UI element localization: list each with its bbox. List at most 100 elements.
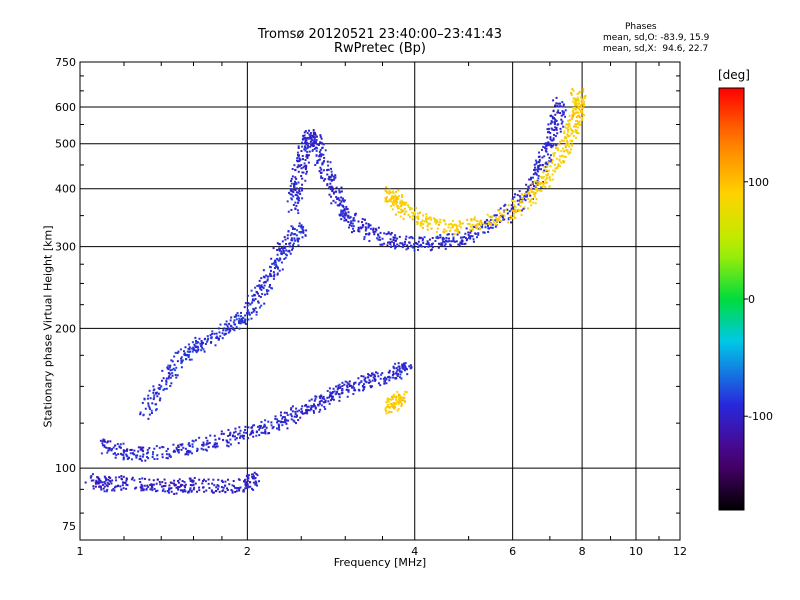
data-point [405,391,408,394]
data-point [420,245,423,248]
data-point [545,142,548,145]
data-point [568,151,571,154]
data-point [473,216,476,219]
data-point [177,444,180,447]
data-point [152,385,155,388]
data-point [157,392,160,395]
data-point [162,446,165,449]
data-point [158,388,161,391]
data-point [450,240,453,243]
data-point [120,475,123,478]
data-point [143,477,146,480]
data-point [309,131,312,134]
data-point [253,471,256,474]
data-point [392,236,395,239]
data-point [161,481,164,484]
data-point [260,431,263,434]
data-point [234,490,237,493]
data-point [546,131,549,134]
data-point [158,480,161,483]
data-point [444,243,447,246]
data-point [364,376,367,379]
data-point [206,439,209,442]
data-point [170,359,173,362]
data-point [415,216,418,219]
data-point [375,229,378,232]
data-point [461,239,464,242]
data-point [251,298,254,301]
data-point [103,444,106,447]
data-point [180,356,183,359]
data-point [491,215,494,218]
data-point [247,477,250,480]
data-point [463,242,466,245]
data-point [290,415,293,418]
data-point [546,176,549,179]
data-point [403,396,406,399]
data-point [164,484,167,487]
data-point [122,449,125,452]
data-point [570,92,573,95]
data-point [232,485,235,488]
data-point [388,379,391,382]
data-point [166,447,169,450]
data-point [183,490,186,493]
data-point [318,402,321,405]
data-point [549,154,552,157]
data-point [368,374,371,377]
data-point [322,143,325,146]
data-point [348,226,351,229]
data-point [390,404,393,407]
data-point [575,111,578,114]
data-point [237,314,240,317]
data-point [191,341,194,344]
data-point [548,175,551,178]
data-point [328,178,331,181]
data-point [197,348,200,351]
data-point [277,259,280,262]
data-point [422,223,425,226]
data-point [216,336,219,339]
x-axis-label: Frequency [MHz] [333,556,427,569]
data-point [353,219,356,222]
data-point [332,191,335,194]
data-point [567,126,570,129]
data-point [184,490,187,493]
data-point [507,204,510,207]
data-point [296,237,299,240]
data-point [297,212,300,215]
data-point [494,225,497,228]
data-point [310,408,313,411]
data-point [385,382,388,385]
data-point [267,420,270,423]
data-point [523,206,526,209]
data-point [384,197,387,200]
data-point [403,203,406,206]
data-point [148,408,151,411]
data-point [189,480,192,483]
data-point [578,123,581,126]
data-point [188,442,191,445]
data-point [147,485,150,488]
data-point [554,170,557,173]
data-point [278,248,281,251]
data-point [447,233,450,236]
data-point [382,377,385,380]
data-point [334,176,337,179]
data-point [410,245,413,248]
data-point [558,158,561,161]
data-point [409,206,412,209]
data-point [391,406,394,409]
data-point [306,412,309,415]
data-point [519,209,522,212]
data-point [403,207,406,210]
data-point [108,483,111,486]
data-point [265,289,268,292]
data-point [199,342,202,345]
data-point [140,489,143,492]
data-point [210,490,213,493]
data-point [294,412,297,415]
data-point [478,220,481,223]
data-point [381,237,384,240]
data-point [313,136,316,139]
